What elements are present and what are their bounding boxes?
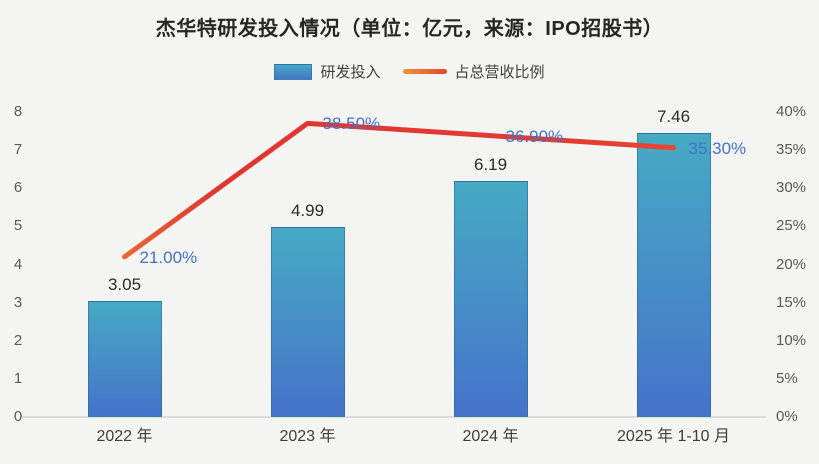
bar-value-label: 3.05 <box>107 274 142 294</box>
right-axis-tick: 15% <box>776 293 807 311</box>
right-axis-tick: 25% <box>776 217 807 235</box>
category-label: 2023 年 <box>279 428 336 445</box>
right-axis-tick: 0% <box>776 408 798 425</box>
right-axis-tick: 30% <box>776 179 807 197</box>
legend-line-swatch-icon <box>402 69 447 74</box>
category-label: 2024 年 <box>462 428 519 445</box>
left-axis-tick: 6 <box>13 179 23 197</box>
right-axis-tick: 40% <box>776 103 807 120</box>
left-axis-tick: 5 <box>13 217 23 235</box>
right-axis-tick: 20% <box>776 255 807 273</box>
chart-title: 杰华特研发投入情况（单位：亿元，来源：IPO招股书） <box>155 18 664 40</box>
left-axis-tick: 1 <box>13 369 23 387</box>
line-value-label: 38.50% <box>322 114 381 134</box>
right-axis-tick: 5% <box>776 369 798 387</box>
right-axis-tick: 35% <box>776 141 807 159</box>
left-axis-tick: 4 <box>13 255 23 273</box>
line-series <box>122 120 676 260</box>
left-axis-tick: 0 <box>13 408 23 425</box>
category-label: 2022 年 <box>96 428 153 445</box>
bar-2024 年 <box>453 181 528 417</box>
bar-value-label: 4.99 <box>290 200 325 220</box>
line-value-label: 21.00% <box>139 247 198 267</box>
left-axis-tick: 2 <box>13 331 23 349</box>
left-axis-tick: 8 <box>13 103 23 120</box>
bar-2023 年 <box>270 226 345 417</box>
left-axis-tick: 7 <box>13 141 23 159</box>
bar-value-label: 7.46 <box>656 106 691 126</box>
plot-area: 3.05 4.99 6.19 7.46 21.00% 38.50% 36.90% 35.30% <box>33 107 765 417</box>
legend-line-label: 占总营收比例 <box>454 64 545 81</box>
x-axis-line <box>20 416 766 418</box>
chart-legend: 研发投入 占总营收比例 <box>0 61 819 82</box>
legend-bar-label: 研发投入 <box>320 64 381 81</box>
line-value-label: 36.90% <box>505 126 564 146</box>
legend-bar-swatch-icon <box>274 63 313 80</box>
bar-2025 年 1-10 月 <box>636 132 711 417</box>
bar-2022 年 <box>87 300 162 417</box>
category-label: 2025 年 1-10 月 <box>617 428 730 445</box>
left-axis-tick: 3 <box>13 293 23 311</box>
bar-value-label: 6.19 <box>473 155 508 174</box>
right-axis-tick: 10% <box>776 331 807 349</box>
line-value-label: 35.30% <box>688 138 747 158</box>
